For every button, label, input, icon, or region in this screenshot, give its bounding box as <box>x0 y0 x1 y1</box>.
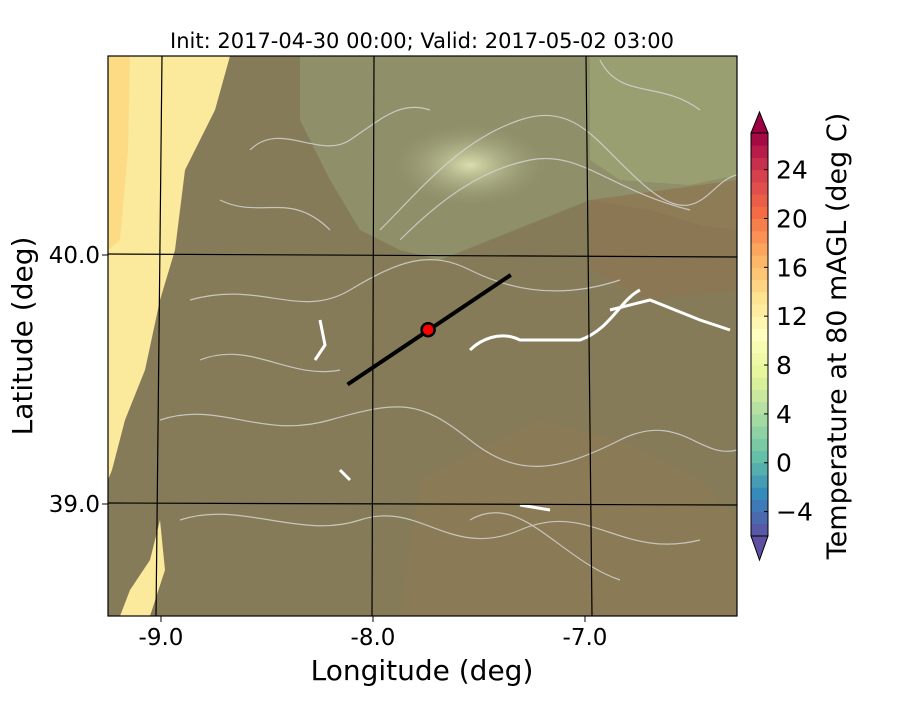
x-tick-label: -7.0 <box>563 625 608 651</box>
colorbar-tick-label: 20 <box>776 204 808 233</box>
colorbar-band <box>751 340 768 354</box>
colorbar-band <box>751 133 768 146</box>
x-tick-label: -9.0 <box>139 625 184 651</box>
colorbar-band <box>751 267 768 281</box>
colorbar-tick-label: 24 <box>776 156 808 185</box>
map-area <box>108 56 737 616</box>
terrain-warm-south <box>400 420 737 616</box>
colorbar-extend-max <box>750 110 769 134</box>
colorbar-tick-label: −4 <box>776 498 813 527</box>
y-tick-label: 40.0 <box>49 243 100 269</box>
mountain-highlight <box>395 125 545 205</box>
colorbar-band <box>751 230 768 244</box>
colorbar-tick-label: 12 <box>776 302 808 331</box>
colorbar-band <box>751 194 768 207</box>
terrain-warm-east <box>590 180 737 300</box>
colorbar-band <box>751 316 768 329</box>
colorbar-band <box>751 328 768 342</box>
ocean-south-strip <box>120 520 165 616</box>
colorbar-band <box>751 511 768 525</box>
x-axis-label: Longitude (deg) <box>311 654 534 687</box>
ocean-warmer-strip <box>108 56 130 250</box>
colorbar-band <box>751 255 768 268</box>
colorbar-band <box>751 303 768 317</box>
rivers <box>313 288 731 512</box>
colorbar-band <box>751 426 768 439</box>
colorbar-band <box>751 279 768 293</box>
colorbar-band <box>751 242 768 256</box>
ocean-warm-strip <box>108 56 230 480</box>
colorbar-band <box>751 401 768 415</box>
colorbar-band <box>751 389 768 403</box>
colorbar-band <box>751 206 768 219</box>
colorbar-band <box>751 474 768 488</box>
colorbar-band <box>751 377 768 390</box>
colorbar-band <box>751 218 768 232</box>
colorbar-band <box>751 413 768 427</box>
y-tick-label: 39.0 <box>49 492 100 518</box>
terrain-plateau-ne <box>590 56 737 185</box>
contour-lines <box>159 59 737 581</box>
colorbar-band <box>751 499 768 513</box>
colorbar-tick-label: 4 <box>776 400 792 429</box>
colorbar-band <box>751 462 768 476</box>
colorbar-band <box>751 352 768 366</box>
colorbar-tick-label: 8 <box>776 351 792 380</box>
colorbar-extend-min <box>750 535 769 562</box>
y-axis-label: Latitude (deg) <box>6 237 39 436</box>
colorbar-tick-label: 0 <box>776 449 792 478</box>
colorbar-band <box>751 523 768 537</box>
colorbar-band <box>751 438 768 452</box>
chart-title: Init: 2017-04-30 00:00; Valid: 2017-05-0… <box>170 29 674 53</box>
colorbar-band <box>751 291 768 305</box>
colorbar-label: Temperature at 80 mAGL (deg C) <box>822 113 853 561</box>
colorbar-band <box>751 145 768 158</box>
colorbar-band <box>751 450 768 464</box>
colorbar-band <box>751 487 768 500</box>
colorbar-band <box>751 365 768 378</box>
colorbar-tick-label: 16 <box>776 253 808 282</box>
colorbar-frame <box>750 132 769 537</box>
colorbar: −4 0 4 8 12 16 20 24 <box>750 110 813 562</box>
graticule <box>108 56 737 616</box>
x-tick-label: -8.0 <box>351 625 396 651</box>
point-marker <box>420 321 436 338</box>
colorbar-band <box>751 169 768 183</box>
colorbar-band <box>751 157 768 171</box>
axes-frame <box>107 55 738 617</box>
colorbar-band <box>751 181 768 195</box>
